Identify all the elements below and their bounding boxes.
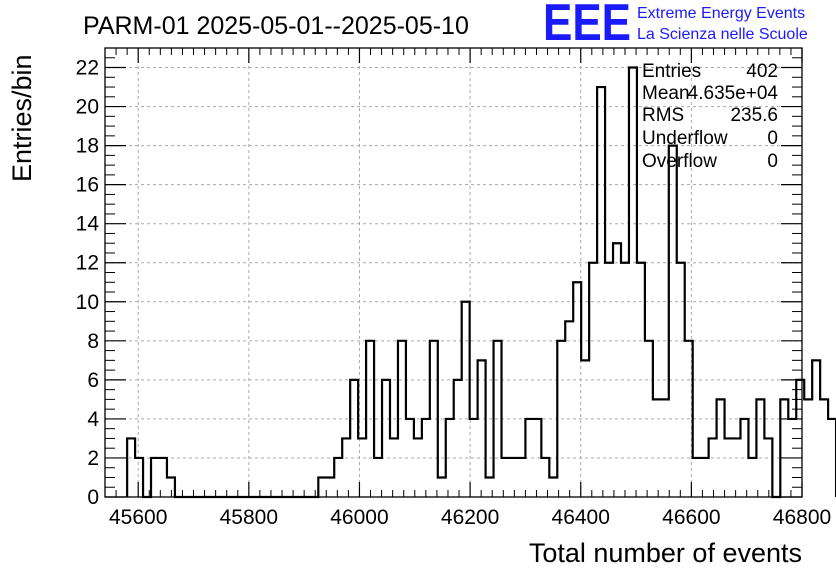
histogram-bin bbox=[326, 477, 334, 497]
histogram-bin bbox=[812, 360, 820, 497]
histogram-bin bbox=[517, 458, 525, 497]
x-tick-label: 46600 bbox=[662, 506, 720, 529]
x-axis-label: Total number of events bbox=[529, 538, 802, 568]
histogram-bin bbox=[390, 438, 398, 497]
histogram-bin bbox=[438, 477, 446, 497]
y-tick-label: 6 bbox=[87, 369, 99, 392]
grid-layer bbox=[105, 48, 803, 497]
histogram-bin bbox=[629, 68, 637, 497]
stats-overflow-label: Overflow bbox=[642, 151, 717, 172]
eee-logo-line2: La Scienza nelle Scuole bbox=[637, 26, 808, 43]
histogram-bin bbox=[725, 438, 733, 497]
histogram-bin bbox=[350, 380, 358, 497]
stats-underflow-value: 0 bbox=[767, 128, 778, 149]
x-tick-label: 46400 bbox=[552, 506, 610, 529]
y-tick-label: 20 bbox=[76, 96, 99, 119]
y-tick-label: 18 bbox=[76, 135, 99, 158]
histogram-bin bbox=[382, 380, 390, 497]
histogram-bin bbox=[454, 380, 462, 497]
histogram-bin bbox=[342, 438, 350, 497]
bar-layer bbox=[127, 68, 836, 497]
histogram-bin bbox=[828, 419, 836, 497]
x-tick-label: 45600 bbox=[109, 506, 167, 529]
histogram-bin bbox=[613, 243, 621, 497]
stats-box: Entries 402 Mean 4.635e+04 RMS 235.6 Und… bbox=[642, 61, 778, 172]
x-tick-label: 45800 bbox=[220, 506, 278, 529]
y-tick-label: 8 bbox=[87, 330, 99, 353]
histogram-bin bbox=[820, 399, 828, 497]
histogram-bin bbox=[374, 458, 382, 497]
stats-mean-value: 4.635e+04 bbox=[688, 83, 779, 104]
histogram-bin bbox=[780, 399, 788, 497]
histogram-bin bbox=[756, 399, 764, 497]
stats-mean-label: Mean bbox=[642, 83, 690, 104]
histogram-bin bbox=[127, 438, 135, 497]
stats-entries-value: 402 bbox=[746, 61, 778, 82]
histogram-bin bbox=[701, 458, 709, 497]
histogram-bin bbox=[804, 399, 812, 497]
tick-labels: 45600 45800 46000 46200 46400 46600 4680002468… bbox=[76, 57, 832, 529]
eee-logo: EEE Extreme Energy Events La Scienza nel… bbox=[543, 0, 808, 52]
histogram-bin bbox=[502, 458, 510, 497]
histogram-bin bbox=[653, 399, 661, 497]
plot-frame bbox=[104, 47, 803, 498]
x-tick-label: 46200 bbox=[441, 506, 499, 529]
histogram-bin bbox=[151, 458, 159, 497]
histogram-bin bbox=[693, 458, 701, 497]
histogram-bin bbox=[135, 458, 143, 497]
histogram-bin bbox=[764, 438, 772, 497]
y-tick-label: 10 bbox=[76, 291, 99, 314]
stats-underflow-label: Underflow bbox=[642, 128, 728, 149]
histogram-bin bbox=[541, 458, 549, 497]
histogram-bin bbox=[661, 399, 669, 497]
y-tick-label: 12 bbox=[76, 252, 99, 275]
chart-title: PARM-01 2025-05-01--2025-05-10 bbox=[83, 12, 469, 40]
histogram-bin bbox=[709, 438, 717, 497]
histogram-bin bbox=[733, 438, 741, 497]
histogram-bin bbox=[581, 360, 589, 497]
histogram-bin bbox=[334, 458, 342, 497]
x-tick-label: 46000 bbox=[330, 506, 388, 529]
histogram-bin bbox=[565, 321, 573, 497]
tick-layer bbox=[105, 48, 803, 498]
histogram-bin bbox=[318, 477, 326, 497]
y-tick-label: 14 bbox=[76, 213, 100, 236]
histogram-outline bbox=[126, 66, 836, 499]
histogram-bin bbox=[669, 146, 677, 497]
histogram-bin bbox=[478, 360, 486, 497]
histogram-bin bbox=[414, 438, 422, 497]
histogram-bin bbox=[717, 399, 725, 497]
y-tick-label: 2 bbox=[87, 447, 99, 470]
x-tick-label: 46800 bbox=[773, 506, 831, 529]
y-axis-label: Entries/bin bbox=[7, 54, 37, 182]
histogram-bin bbox=[549, 477, 557, 497]
eee-logo-mark: EEE bbox=[543, 0, 631, 52]
histogram-bin bbox=[597, 87, 605, 497]
y-tick-label: 22 bbox=[76, 57, 99, 80]
stats-rms-label: RMS bbox=[642, 105, 684, 126]
stats-rms-value: 235.6 bbox=[730, 105, 778, 126]
y-tick-label: 4 bbox=[87, 408, 99, 431]
histogram-bin bbox=[509, 458, 517, 497]
y-tick-label: 16 bbox=[76, 174, 99, 197]
histogram-bin bbox=[573, 282, 581, 497]
histogram-bin bbox=[748, 458, 756, 497]
histogram-bin bbox=[462, 302, 470, 497]
stats-entries-label: Entries bbox=[642, 61, 701, 82]
y-tick-label: 0 bbox=[87, 486, 99, 509]
stats-overflow-value: 0 bbox=[767, 151, 778, 172]
eee-logo-line1: Extreme Energy Events bbox=[637, 5, 805, 22]
